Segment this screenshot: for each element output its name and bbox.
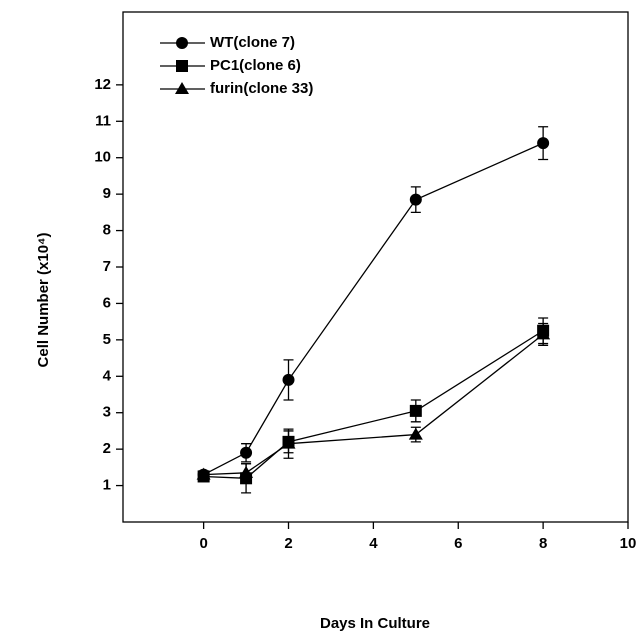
- y-tick-label: 6: [103, 294, 111, 311]
- x-tick-label: 2: [284, 535, 292, 552]
- data-point: [536, 327, 551, 340]
- data-point: [239, 465, 254, 478]
- x-tick-label: 0: [199, 535, 207, 552]
- data-point: [408, 427, 423, 440]
- y-tick-label: 8: [103, 222, 111, 239]
- legend-label: PC1(clone 6): [210, 57, 301, 74]
- y-tick-label: 7: [103, 258, 111, 275]
- series-line: [203, 142, 544, 476]
- y-tick-label: 9: [103, 185, 111, 202]
- x-tick-label: 6: [454, 535, 462, 552]
- y-axis-label: Cell Number (x10⁴): [35, 233, 52, 368]
- x-tick-label: 4: [369, 535, 378, 552]
- y-tick-label: 2: [103, 440, 111, 457]
- y-tick-label: 3: [103, 404, 111, 421]
- y-tick-label: 1: [103, 477, 111, 494]
- data-point: [240, 446, 253, 459]
- data-point: [409, 193, 422, 206]
- legend-marker: [175, 82, 189, 94]
- data-point: [281, 436, 296, 449]
- legend-marker: [176, 37, 188, 49]
- legend-label: furin(clone 33): [210, 80, 313, 97]
- data-point: [282, 373, 295, 386]
- y-tick-label: 12: [94, 76, 111, 93]
- legend-label: WT(clone 7): [210, 34, 295, 51]
- y-tick-label: 11: [95, 112, 111, 129]
- data-point: [196, 467, 211, 480]
- series-line: [203, 330, 544, 479]
- y-tick-label: 4: [103, 367, 112, 384]
- data-point: [409, 404, 422, 417]
- x-axis-label: Days In Culture: [320, 615, 430, 632]
- x-tick-label: 10: [620, 535, 637, 552]
- legend-marker: [176, 60, 188, 72]
- y-tick-label: 10: [94, 149, 111, 166]
- y-tick-label: 5: [103, 331, 111, 348]
- x-tick-label: 8: [539, 535, 547, 552]
- data-point: [537, 137, 550, 150]
- series-line: [203, 333, 544, 476]
